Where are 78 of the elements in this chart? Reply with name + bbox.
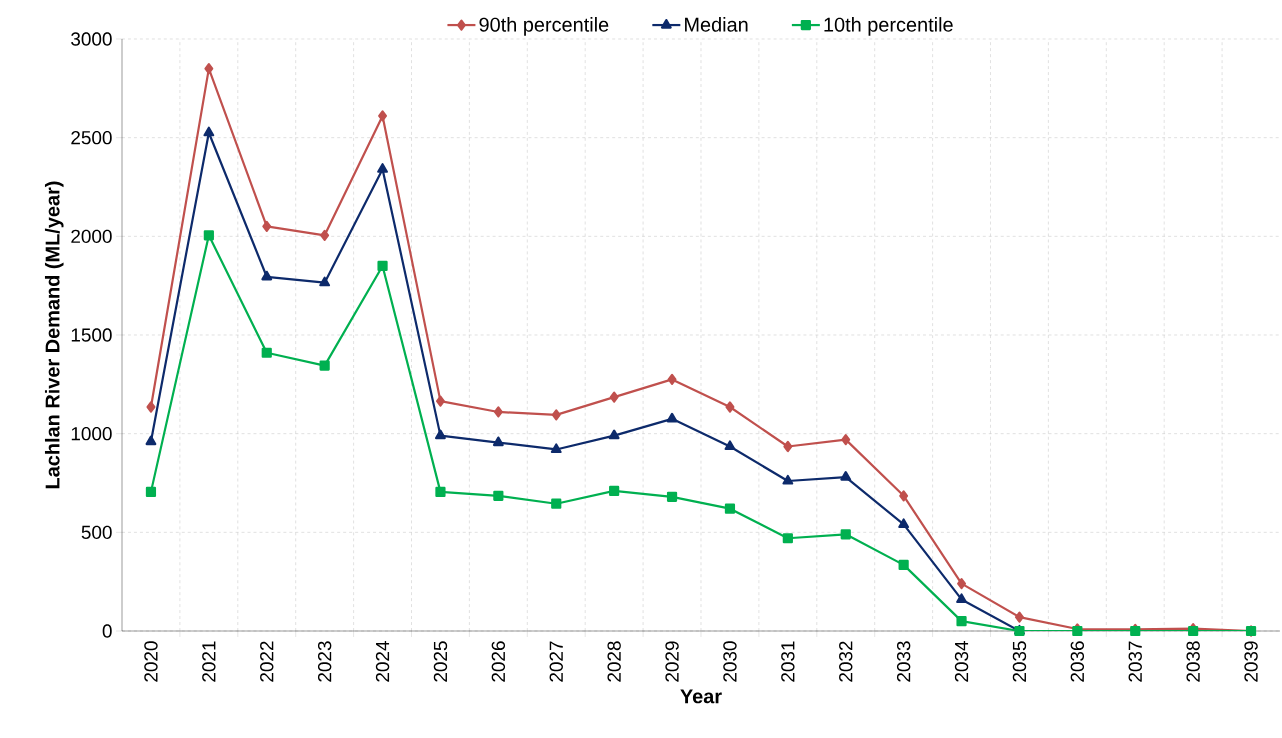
point bbox=[319, 276, 331, 287]
point bbox=[899, 490, 909, 502]
point bbox=[203, 126, 215, 137]
point bbox=[146, 401, 156, 413]
x-tick-label: 2029 bbox=[665, 641, 679, 682]
x-tick-label: 2036 bbox=[1070, 641, 1085, 682]
point bbox=[319, 360, 330, 371]
point bbox=[203, 230, 214, 241]
x-tick-label: 2024 bbox=[375, 641, 390, 682]
x-tick-label: 2020 bbox=[144, 641, 158, 682]
point bbox=[493, 490, 504, 501]
point bbox=[320, 229, 330, 241]
point bbox=[609, 391, 619, 403]
x-tick-label: 2039 bbox=[1244, 641, 1258, 682]
point bbox=[609, 485, 620, 496]
y-tick-label: 0 bbox=[102, 624, 112, 638]
x-tick-label: 2022 bbox=[260, 641, 274, 682]
point bbox=[724, 503, 736, 514]
point bbox=[204, 62, 214, 75]
point bbox=[435, 486, 446, 497]
x-tick-label: 2030 bbox=[723, 641, 737, 682]
point bbox=[377, 163, 388, 173]
x-axis-title: Year bbox=[680, 689, 722, 704]
point bbox=[898, 518, 910, 529]
point bbox=[956, 616, 967, 627]
point bbox=[550, 443, 562, 454]
legend-label: 10th percentile bbox=[824, 17, 953, 36]
point bbox=[261, 270, 273, 281]
y-tick-label: 2500 bbox=[71, 130, 112, 145]
point bbox=[841, 433, 851, 446]
x-tick-label: 2023 bbox=[317, 641, 332, 682]
point bbox=[145, 486, 157, 497]
point bbox=[666, 491, 678, 502]
x-tick-label: 2031 bbox=[781, 641, 795, 682]
x-tick-label: 2027 bbox=[549, 641, 563, 682]
y-axis-title: Lachlan River Demand (ML/year) bbox=[44, 181, 64, 489]
x-tick-label: 2037 bbox=[1128, 641, 1142, 682]
point bbox=[608, 429, 620, 440]
point bbox=[956, 593, 967, 604]
x-tick-label: 2033 bbox=[896, 641, 911, 682]
point bbox=[783, 440, 793, 453]
y-tick-label: 1500 bbox=[71, 328, 112, 342]
point bbox=[378, 110, 388, 122]
point bbox=[551, 409, 561, 421]
x-tick-label: 2038 bbox=[1186, 641, 1200, 682]
point bbox=[957, 578, 967, 590]
point bbox=[551, 498, 562, 509]
point bbox=[725, 401, 735, 413]
point bbox=[667, 373, 677, 385]
point bbox=[1014, 611, 1024, 623]
y-tick-label: 3000 bbox=[71, 32, 112, 46]
point bbox=[492, 436, 504, 447]
point bbox=[898, 559, 909, 570]
y-tick-label: 2000 bbox=[71, 229, 112, 244]
x-tick-label: 2035 bbox=[1012, 641, 1027, 682]
x-tick-label: 2021 bbox=[202, 641, 216, 682]
point bbox=[145, 435, 157, 446]
legend-label: 90th percentile bbox=[479, 17, 609, 36]
point bbox=[782, 533, 793, 544]
point bbox=[262, 220, 272, 233]
y-tick-label: 1000 bbox=[71, 426, 112, 441]
point bbox=[840, 529, 851, 540]
point bbox=[493, 406, 503, 418]
x-tick-label: 2026 bbox=[491, 641, 506, 682]
point bbox=[724, 440, 736, 451]
legend-label: Median bbox=[685, 17, 748, 32]
point bbox=[261, 347, 272, 358]
x-tick-label: 2032 bbox=[839, 641, 853, 682]
point bbox=[435, 429, 446, 440]
x-tick-label: 2025 bbox=[433, 641, 448, 682]
point bbox=[782, 474, 794, 485]
point bbox=[666, 412, 678, 423]
x-tick-label: 2034 bbox=[954, 641, 969, 682]
point bbox=[377, 260, 388, 272]
y-tick-label: 500 bbox=[81, 525, 112, 540]
x-tick-label: 2028 bbox=[607, 641, 621, 682]
point bbox=[435, 395, 445, 407]
point bbox=[840, 470, 852, 481]
